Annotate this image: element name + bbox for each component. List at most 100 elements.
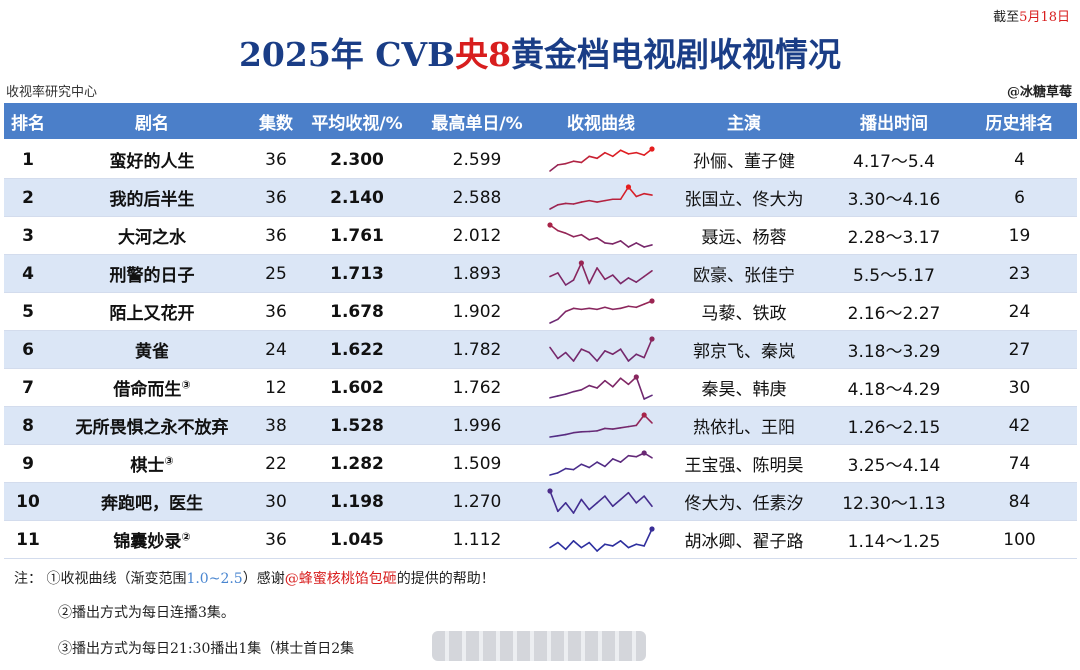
sparkline-segment (627, 352, 638, 362)
drama-name: 黄雀 (135, 342, 169, 362)
sparkline-segment (580, 462, 591, 468)
cutoff-date-note: 截至5月18日 (993, 6, 1070, 25)
cell-history: 30 (962, 368, 1077, 407)
cell-rank: 1 (4, 140, 52, 179)
author-credit: @冰糖草莓 (1006, 85, 1072, 100)
cell-max: 1.996 (414, 406, 540, 445)
sparkline-segment (604, 241, 614, 245)
sparkline-segment (604, 273, 614, 280)
drama-name: 奔跑吧，医生 (101, 494, 203, 514)
sparkline-segment (635, 151, 645, 156)
rating-sparkline (547, 487, 653, 514)
table-row: 5 陌上又花开 36 1.678 1.902 马藜、铁政 2.16～2.27 24 (4, 292, 1077, 331)
cell-history: 19 (962, 216, 1077, 255)
header-name: 剧名 (52, 103, 252, 141)
sparkline-segment (619, 239, 630, 248)
cell-episodes: 38 (252, 406, 300, 445)
rating-sparkline (549, 183, 653, 210)
drama-name: 借命而生 (113, 380, 182, 400)
note1-thanks: @蜂蜜核桃馅包砸 (284, 571, 397, 587)
cell-curve (540, 330, 662, 369)
sparkline-segment (549, 346, 559, 359)
sparkline-segment (604, 151, 614, 157)
sparkline-segment (604, 349, 614, 355)
cell-history: 24 (962, 292, 1077, 331)
rating-sparkline (549, 297, 655, 324)
sparkline-segment (643, 192, 653, 196)
sparkline-segment (635, 494, 645, 504)
sparkline-segment (588, 460, 598, 468)
sparkline-peak-point (649, 297, 655, 304)
cell-rank: 4 (4, 254, 52, 293)
cell-episodes: 36 (252, 216, 300, 255)
sparkline-segment (596, 379, 606, 389)
sparkline-segment (557, 162, 567, 166)
table-row: 1 蛮好的人生 36 2.300 2.599 孙俪、董子健 4.17～5.4 4 (4, 140, 1077, 179)
sparkline-segment (611, 457, 622, 463)
footnote-marker: ③ (164, 454, 174, 468)
sparkline-segment (549, 434, 559, 438)
sparkline-peak-point (649, 335, 655, 342)
cell-episodes: 36 (252, 292, 300, 331)
sparkline-segment (572, 261, 583, 281)
cell-rank: 3 (4, 216, 52, 255)
rating-sparkline (549, 411, 653, 438)
header-avg: 平均收视/% (300, 103, 414, 141)
sparkline-segment (549, 203, 559, 210)
sparkline-segment (604, 305, 614, 310)
sparkline-segment (596, 236, 606, 244)
sparkline-segment (619, 454, 630, 463)
cell-avg: 2.140 (300, 178, 414, 217)
sparkline-segment (627, 241, 638, 248)
sparkline-segment (564, 501, 575, 514)
cell-cast: 胡冰卿、翟子路 (662, 520, 826, 559)
cell-name: 陌上又花开 (52, 292, 252, 331)
cell-name: 大河之水 (52, 216, 252, 255)
cell-time: 12.30～1.13 (826, 482, 962, 521)
sparkline-segment (572, 347, 583, 362)
footnote-marker: ② (181, 530, 191, 544)
sparkline-segment (643, 527, 653, 547)
cell-episodes: 36 (252, 178, 300, 217)
title-part2: 央8 (455, 35, 512, 74)
cell-time: 4.17～5.4 (826, 140, 962, 179)
sparkline-segment (580, 498, 591, 510)
cell-max: 1.893 (414, 254, 540, 293)
cell-curve (540, 444, 662, 483)
sparkline-segment (643, 337, 653, 358)
sparkline-segment (635, 302, 645, 308)
cell-history: 42 (962, 406, 1077, 445)
sparkline-segment (627, 151, 638, 155)
sparkline-peak-point (641, 411, 647, 418)
sparkline-peak-point (633, 373, 639, 380)
sparkline-segment (604, 197, 614, 201)
sparkline-segment (611, 498, 622, 507)
cell-max: 2.012 (414, 216, 540, 255)
cell-curve (540, 520, 662, 559)
sparkline-segment (588, 351, 598, 362)
sparkline-segment (580, 347, 591, 353)
cell-rank: 2 (4, 178, 52, 217)
table-row: 2 我的后半生 36 2.140 2.588 张国立、佟大为 3.30～4.16 6 (4, 178, 1077, 217)
sparkline-segment (635, 352, 645, 358)
cell-avg: 1.622 (300, 330, 414, 369)
cell-episodes: 24 (252, 330, 300, 369)
footnote-2: ②播出方式为每日连播3集。 (58, 605, 235, 621)
cell-avg: 1.282 (300, 444, 414, 483)
sparkline-segment (549, 471, 559, 476)
sparkline-segment (564, 202, 575, 205)
sparkline-segment (557, 229, 567, 234)
cell-curve (540, 292, 662, 331)
rating-sparkline (549, 449, 653, 476)
cell-cast: 聂远、杨蓉 (662, 216, 826, 255)
cell-avg: 1.678 (300, 292, 414, 331)
cell-history: 6 (962, 178, 1077, 217)
cell-history: 4 (962, 140, 1077, 179)
cell-history: 27 (962, 330, 1077, 369)
header-episodes: 集数 (252, 103, 300, 141)
drama-name: 锦囊妙录 (113, 532, 182, 552)
cell-time: 3.30～4.16 (826, 178, 962, 217)
sparkline-segment (619, 376, 630, 385)
cell-history: 100 (962, 520, 1077, 559)
sparkline-segment (564, 467, 575, 470)
